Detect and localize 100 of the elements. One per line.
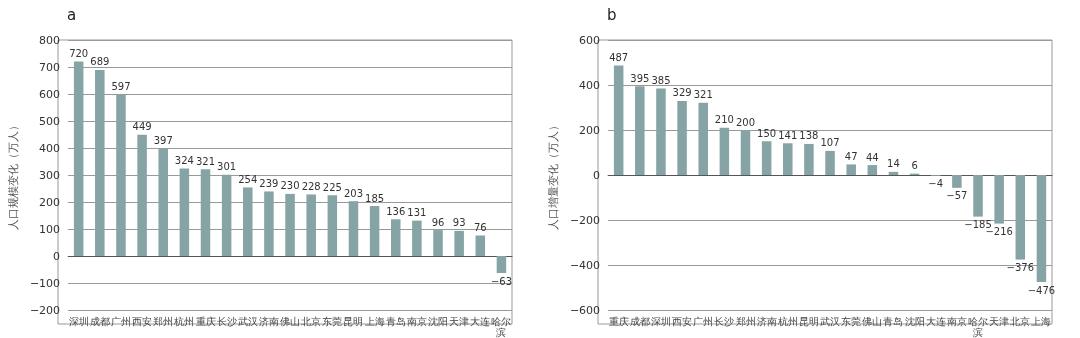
x-tick-label: 成都 — [629, 316, 650, 327]
data-label: 254 — [238, 173, 258, 185]
data-label: 96 — [431, 216, 445, 228]
y-tick-label: 0 — [53, 249, 61, 263]
x-tick-label: 西安 — [672, 316, 693, 327]
data-label: 230 — [280, 180, 300, 192]
data-label: 487 — [609, 51, 629, 63]
bar — [973, 175, 983, 217]
data-label: −57 — [946, 190, 968, 202]
bar — [867, 165, 878, 175]
x-tick-label: 长沙 — [714, 316, 735, 327]
data-label: 14 — [887, 158, 900, 170]
x-tick-label: 佛山 — [862, 316, 883, 327]
data-label: 397 — [153, 135, 173, 147]
data-label: 385 — [651, 74, 671, 86]
bar — [761, 141, 772, 175]
x-tick-label: 北京 — [301, 316, 322, 327]
x-tick-label: 郑州 — [153, 316, 174, 327]
y-tick-label: 500 — [39, 114, 61, 128]
data-label: 324 — [174, 155, 194, 167]
data-label: 107 — [820, 137, 840, 149]
bar — [475, 235, 486, 256]
x-tick-label: 沈阳 — [428, 316, 449, 327]
x-tick-label: 上海 — [1031, 316, 1052, 327]
data-label: 321 — [693, 89, 713, 101]
bar — [496, 256, 507, 274]
data-label: 301 — [217, 161, 237, 173]
x-tick-label: 天津 — [449, 316, 470, 327]
bar — [306, 194, 316, 256]
bar — [179, 168, 190, 256]
bar — [994, 175, 1004, 224]
x-tick-label: 沈阳 — [904, 316, 925, 327]
x-tick-label: 武汉 — [237, 316, 258, 327]
y-tick-label: 200 — [579, 123, 601, 137]
x-tick-label: 上海 — [364, 316, 385, 327]
y-tick-label: 300 — [39, 168, 61, 182]
bar — [200, 169, 211, 256]
y-tick-label: 400 — [39, 141, 61, 155]
bar — [116, 94, 126, 256]
data-label: 210 — [714, 114, 734, 126]
x-tick-label: 大连 — [925, 316, 946, 327]
data-label: 150 — [757, 127, 777, 139]
y-axis-title: 人口增量变化（万人） — [547, 120, 560, 230]
bar — [1036, 175, 1047, 283]
data-label: 47 — [844, 150, 858, 162]
x-tick-label: 青岛 — [385, 316, 406, 327]
y-tick-label: 600 — [39, 87, 61, 101]
data-label: 329 — [672, 87, 692, 99]
data-label: −476 — [1027, 284, 1056, 296]
data-label: 6 — [911, 160, 918, 172]
x-tick-label: 长沙 — [216, 316, 237, 327]
x-tick-label: 济南 — [258, 316, 279, 327]
y-tick-label: 0 — [593, 168, 601, 182]
x-tick-label: 重庆 — [195, 316, 216, 327]
bar — [719, 127, 730, 175]
data-label: −4 — [928, 178, 944, 190]
data-label: 141 — [778, 129, 798, 141]
bar — [656, 88, 666, 175]
data-label: 321 — [195, 155, 216, 167]
data-label: 239 — [259, 177, 279, 189]
bar — [783, 143, 793, 175]
bar — [698, 102, 708, 175]
x-tick-label: 昆明 — [798, 316, 819, 327]
bar — [348, 201, 359, 256]
x-tick-label: 东莞 — [841, 316, 862, 327]
bar — [95, 69, 105, 256]
bar — [221, 174, 232, 256]
x-tick-label: 杭州 — [173, 316, 195, 327]
x-tick-label: 西安 — [132, 316, 153, 327]
y-tick-label: 200 — [39, 195, 61, 209]
x-tick-label: 北京 — [1010, 316, 1031, 327]
x-tick-label: 天津 — [989, 316, 1010, 327]
data-label: 720 — [69, 48, 89, 60]
data-label: 131 — [407, 207, 427, 219]
x-tick-label: 佛山 — [280, 316, 301, 327]
bar — [327, 195, 338, 256]
x-tick-label: 郑州 — [735, 316, 756, 327]
data-label: 449 — [132, 121, 152, 133]
y-tick-label: 400 — [579, 78, 601, 92]
bar — [635, 86, 645, 175]
bar — [740, 130, 751, 175]
bar — [825, 150, 835, 175]
bar — [412, 220, 422, 256]
y-tick-label: 700 — [39, 60, 61, 74]
bar — [888, 171, 899, 175]
data-label: 76 — [473, 221, 487, 233]
data-label: 185 — [365, 192, 385, 204]
data-label: 138 — [799, 130, 819, 142]
data-label: 395 — [630, 72, 650, 84]
x-tick-label: 昆明 — [343, 316, 364, 327]
x-tick-label: 深圳 — [68, 316, 89, 327]
chart-title: b — [607, 5, 617, 24]
bar — [285, 193, 295, 256]
y-tick-label: −100 — [29, 276, 61, 290]
x-tick-label: 深圳 — [650, 316, 671, 327]
data-label: 689 — [90, 56, 110, 68]
y-tick-label: 100 — [39, 222, 61, 236]
data-label: 228 — [301, 180, 321, 192]
y-tick-label: −200 — [29, 303, 61, 317]
bar — [952, 175, 962, 188]
